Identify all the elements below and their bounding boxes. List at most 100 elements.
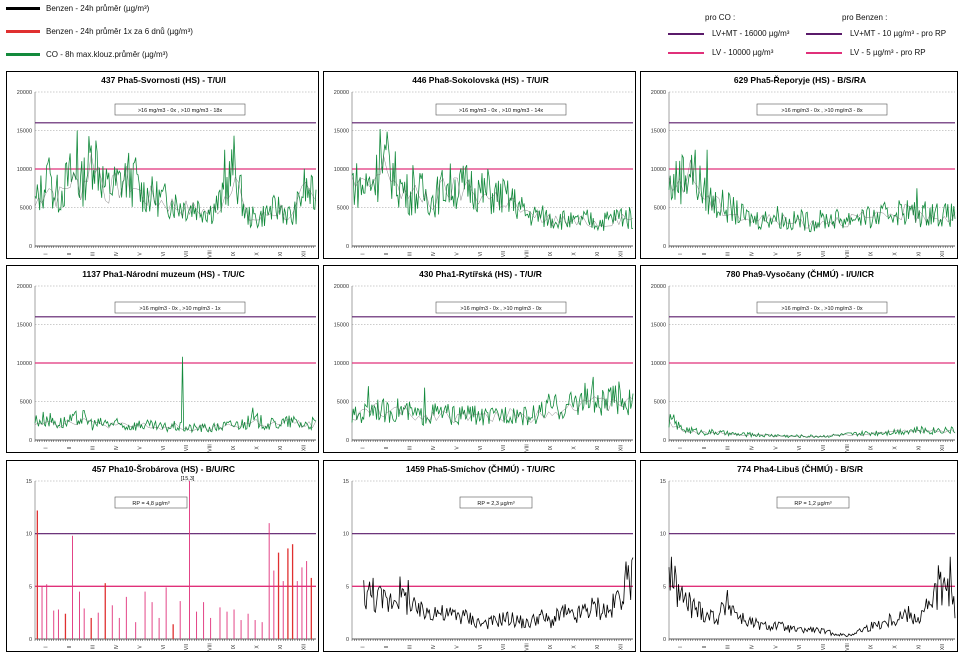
x-month-label: V [773,446,779,450]
chart-panel: 629 Pha5-Řeporyje (HS) - B/S/RA 0 5000 1000… [640,71,958,259]
legend-label: Benzen - 24h průměr (µg/m³) [46,4,150,13]
y-tick-label: 5000 [654,206,666,212]
series-line [363,557,634,630]
x-month-label: III [726,645,732,649]
x-month-label: VII [501,644,507,650]
x-month-label: III [408,252,414,256]
x-month-label: IV [114,251,120,256]
x-month-label: VII [184,251,190,257]
chart-title: 430 Pha1-Rytířská (HS) - T/U/R [419,269,542,279]
x-month-label: I [44,646,50,647]
y-tick-label: 20000 [17,90,32,96]
y-tick-label: 0 [663,438,666,444]
series-line [34,356,317,434]
legend-swatch [6,30,40,33]
x-month-label: XII [301,445,307,451]
chart-svg: 430 Pha1-Rytířská (HS) - T/U/R 0 5000 10000… [334,269,634,452]
x-month-label: V [137,252,143,256]
annotation-box [756,103,888,116]
series-line-secondary [351,396,634,424]
x-month-label: X [571,252,577,256]
x-month-label: IX [869,644,875,649]
annotation-text: >16 mg/m3 - 0x , >10 mg/m3 - 1x [139,306,221,312]
annotation-text: >16 mg/m3 - 0x , >10 mg/m3 - 0x [781,306,863,312]
chart-title: 780 Pha9-Vysočany (ČHMÚ) - I/U/ICR [726,268,874,279]
x-month-label: II [702,646,708,649]
x-month-label: VI [161,645,167,650]
x-month-label: VIII [845,250,851,258]
chart-panel: 437 Pha5-Svornosti (HS) - T/U/I 0 5000 1000… [6,71,319,259]
y-tick-label: 15000 [651,129,666,135]
x-month-label: I [678,646,684,647]
x-month-label: VIII [845,643,851,651]
x-month-label: IV [749,445,755,450]
y-tick-label: 15000 [651,323,666,329]
chart-svg: 780 Pha9-Vysočany (ČHMÚ) - I/U/ICR 0 5000 1… [651,268,956,452]
x-month-label: I [678,447,684,448]
annotation-text: >16 mg/m3 - 0x , >10 mg/m3 - 0x [460,306,542,312]
x-month-label: V [773,252,779,256]
x-month-label: VII [501,251,507,257]
x-month-label: X [571,446,577,450]
x-month-label: III [726,252,732,256]
x-month-label: VIII [208,250,214,258]
x-month-label: I [361,646,367,647]
chart-panel: 457 Pha10-Šrobárova (HS) - B/U/RC 0 5 10 15 I… [6,460,319,652]
annotation-text: RP = 1,2 µg/m³ [794,501,831,507]
x-month-label: XI [278,645,284,650]
y-tick-label: 10000 [17,361,32,367]
y-tick-label: 20000 [651,90,666,96]
legend-benzen-heading: pro Benzen : [842,13,888,22]
y-tick-label: 15000 [334,323,349,329]
x-month-label: II [67,447,73,450]
x-month-label: X [571,645,577,649]
y-tick-label: 20000 [334,284,349,290]
series-line [668,414,956,439]
x-month-label: III [91,645,97,649]
x-month-label: II [702,447,708,450]
legend-benzen-lv: LV - 5 µg/m³ - pro RP [806,48,926,57]
x-month-label: VII [821,644,827,650]
legend-label: LV+MT - 10 µg/m³ - pro RP [850,29,947,38]
legend-item-benzen-24h: Benzen - 24h průměr (µg/m³) [6,4,149,13]
x-month-label: IX [231,644,237,649]
x-month-label: V [454,252,460,256]
x-month-label: X [254,252,260,256]
y-tick-label: 20000 [17,284,32,290]
x-month-label: X [892,446,898,450]
chart-title: 1137 Pha1-Národní muzeum (HS) - T/U/C [82,269,244,279]
y-tick-label: 10000 [334,361,349,367]
legend-swatch [806,32,842,35]
x-month-label: V [454,446,460,450]
x-month-label: V [454,645,460,649]
annotation-text: RP = 2,3 µg/m³ [477,501,514,507]
x-month-label: IV [431,445,437,450]
y-tick-label: 20000 [651,284,666,290]
y-tick-label: 5000 [337,206,349,212]
chart-panel: 780 Pha9-Vysočany (ČHMÚ) - I/U/ICR 0 5000 1… [640,265,958,453]
legend-swatch [6,53,40,56]
series-line-secondary [34,153,317,221]
x-month-label: VI [797,645,803,650]
y-tick-label: 15000 [334,129,349,135]
chart-panel: 446 Pha8-Sokolovská (HS) - T/U/R 0 5000 100… [323,71,636,259]
x-month-label: I [44,447,50,448]
x-month-label: I [678,253,684,254]
legend-swatch [668,51,704,54]
annotation-box [435,301,567,314]
series-line-secondary [668,159,956,229]
annotation-text: >16 mg/m3 - 0x , >10 mg/m3 - 14x [459,108,544,114]
annotation-box [756,301,888,314]
x-month-label: XII [618,445,624,451]
legend-item-benzen-6d: Benzen - 24h průměr 1x za 6 dnů (µg/m³) [6,27,193,36]
y-tick-label: 5 [346,584,349,590]
legend-label: LV+MT - 16000 µg/m³ [712,29,790,38]
x-month-label: VI [478,645,484,650]
x-month-label: VI [478,252,484,257]
y-tick-label: 10000 [651,167,666,173]
legend-co-lv: LV - 10000 µg/m³ [668,48,773,57]
series-line-secondary [34,418,317,432]
chart-panel: 774 Pha4-Libuš (ČHMÚ) - B/S/R 0 5 10 15 I II II… [640,460,958,652]
x-month-label: VII [501,445,507,451]
x-month-label: IV [749,644,755,649]
